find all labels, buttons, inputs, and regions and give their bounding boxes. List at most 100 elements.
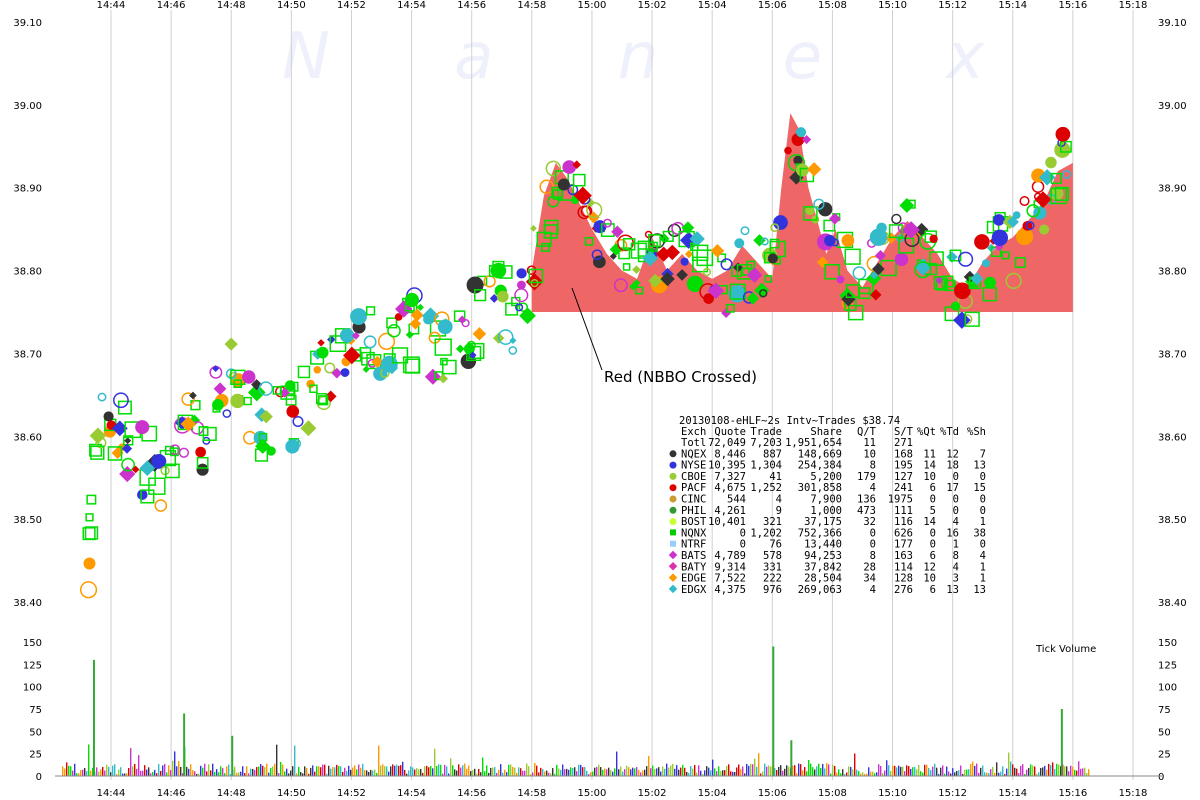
volume-bar [426, 765, 428, 776]
volume-bar [152, 772, 154, 776]
mark-square [170, 447, 179, 457]
stats-table: 20130108-eHLF~2s Intv~Trades $38.74 Exch… [668, 415, 986, 596]
mark-circle [954, 282, 971, 300]
volume-bar [82, 769, 84, 776]
volume-bar [1044, 765, 1046, 776]
mark-circle [836, 275, 845, 284]
volume-bar [650, 768, 652, 776]
volume-bar [654, 769, 656, 776]
mark-diamond [802, 134, 812, 145]
mark-circle [514, 288, 529, 303]
stats-cell: 0 [953, 505, 959, 517]
volume-bar [78, 773, 80, 776]
volume-bar [416, 768, 418, 776]
mark-square [434, 338, 452, 356]
mark-circle [83, 557, 96, 570]
mark-square [498, 265, 513, 279]
x-tick-label-top: 14:46 [157, 0, 186, 11]
volume-bar [234, 766, 236, 776]
volume-bar [312, 765, 314, 776]
mark-diamond [385, 361, 399, 375]
volume-bar [884, 770, 886, 776]
volume-spike [772, 646, 775, 776]
stats-header: %Qt [917, 426, 936, 438]
y-tick-label-left: 39.10 [13, 18, 42, 29]
volume-bar [740, 769, 742, 776]
volume-bar [260, 764, 262, 776]
volume-bar [576, 771, 578, 776]
volume-bar [338, 765, 340, 776]
volume-bar [936, 767, 938, 776]
mark-circle [350, 308, 367, 325]
volume-bar [264, 767, 266, 776]
mark-square [982, 287, 997, 302]
volume-bar [342, 771, 344, 776]
annotation-label: Red (NBBO Crossed) [604, 368, 757, 386]
volume-bar [1020, 765, 1022, 776]
stats-cell: 34 [863, 573, 876, 585]
stats-cell: 15 [973, 482, 986, 494]
mark-circle [831, 238, 840, 247]
stats-cell: 4,789 [714, 550, 746, 562]
volume-bar [614, 768, 616, 776]
volume-bar [610, 770, 612, 776]
stats-cell: 1,202 [750, 527, 782, 539]
x-tick-label-top: 15:16 [1058, 0, 1087, 11]
volume-bar [630, 769, 632, 776]
volume-bar [912, 767, 914, 776]
mark-circle [914, 261, 932, 279]
stats-cell: 10 [923, 573, 936, 585]
stats-cell: 4,375 [714, 584, 746, 596]
mark-diamond [664, 244, 680, 261]
volume-bar [962, 773, 964, 776]
mark-circle [894, 252, 909, 267]
volume-bar [780, 765, 782, 776]
mark-square [165, 463, 180, 479]
volume-bar [1040, 768, 1042, 776]
time-axis-bottom: 14:44 14:46 14:48 14:50 14:52 14:54 14:56 14:58… [97, 788, 1148, 799]
y-tick-label-right: 39.00 [1158, 101, 1187, 112]
legend-swatch-circle [669, 495, 677, 503]
volume-bar [970, 764, 972, 776]
volume-bar [724, 770, 726, 776]
volume-bar [644, 769, 646, 776]
volume-bar [660, 771, 662, 776]
volume-bar [394, 765, 396, 776]
volume-bar [914, 767, 916, 776]
volume-bar [102, 766, 104, 776]
mark-circle [285, 439, 300, 454]
volume-bar [992, 766, 994, 776]
volume-bar [106, 764, 108, 776]
volume-bar [540, 767, 542, 776]
mark-circle [1050, 187, 1064, 201]
volume-bar [570, 767, 572, 776]
stats-cell: 269,063 [798, 584, 842, 596]
mark-square [148, 477, 166, 495]
mark-circle [490, 262, 507, 279]
stats-cell: 4,261 [714, 505, 746, 517]
x-tick-label-top: 15:06 [758, 0, 787, 11]
stats-header: %Sh [967, 426, 986, 438]
vol-tick-label-right: 150 [1158, 638, 1177, 649]
mark-circle [539, 179, 554, 194]
volume-bar [712, 759, 714, 776]
stats-cell: EDGE [681, 573, 706, 585]
volume-bar [178, 760, 180, 776]
mark-circle [981, 259, 991, 268]
volume-bar [136, 769, 138, 776]
volume-bar [294, 745, 296, 776]
x-tick-label-bottom: 15:00 [578, 788, 607, 799]
volume-bar [898, 765, 900, 776]
mark-circle [121, 457, 135, 472]
volume-bar [546, 770, 548, 776]
volume-bar [694, 765, 696, 776]
volume-bar [496, 772, 498, 776]
mark-circle [720, 258, 733, 271]
volume-bar [588, 774, 590, 776]
vol-tick-label-left: 75 [29, 705, 42, 716]
mark-square [309, 384, 318, 393]
volume-bar [1034, 766, 1036, 776]
mark-diamond [409, 317, 422, 330]
x-tick-label-bottom: 15:08 [818, 788, 847, 799]
mark-square [692, 256, 709, 273]
